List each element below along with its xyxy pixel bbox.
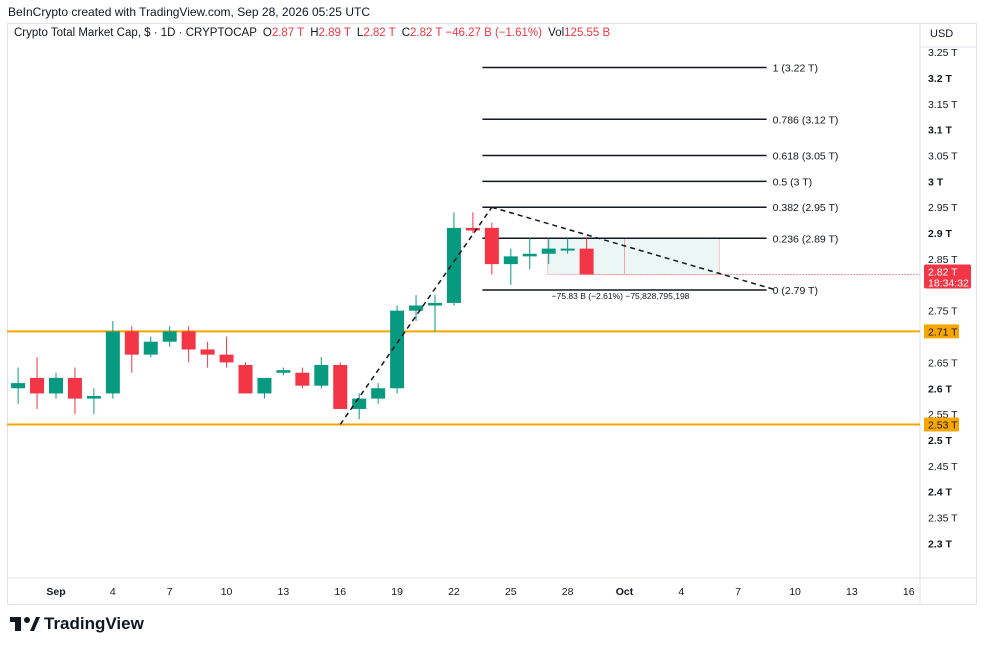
change-value: −46.27 B (−1.61%) <box>445 27 542 39</box>
volume-value: 125.55 B <box>564 27 611 39</box>
symbol-legend: Crypto Total Market Cap, $ · 1D · CRYPTO… <box>14 27 610 39</box>
low-key: L <box>356 27 364 39</box>
tradingview-logo-icon <box>10 617 40 631</box>
currency-label[interactable]: USD <box>930 28 954 40</box>
chart-attribution: BeInCrypto created with TradingView.com,… <box>8 5 370 19</box>
symbol-title[interactable]: Crypto Total Market Cap, $ · 1D · CRYPTO… <box>14 27 257 39</box>
close-value: 2.82 T <box>410 27 443 39</box>
close-key: C <box>401 27 411 39</box>
chart-frame <box>7 23 977 605</box>
tradingview-logo: TradingView <box>10 614 144 634</box>
high-key: H <box>310 27 319 39</box>
tradingview-wordmark: TradingView <box>44 614 144 633</box>
high-value: 2.89 T <box>318 27 351 39</box>
volume-key: Vol <box>548 27 565 39</box>
open-key: O <box>262 27 272 39</box>
open-value: 2.87 T <box>271 27 304 39</box>
low-value: 2.82 T <box>363 27 396 39</box>
